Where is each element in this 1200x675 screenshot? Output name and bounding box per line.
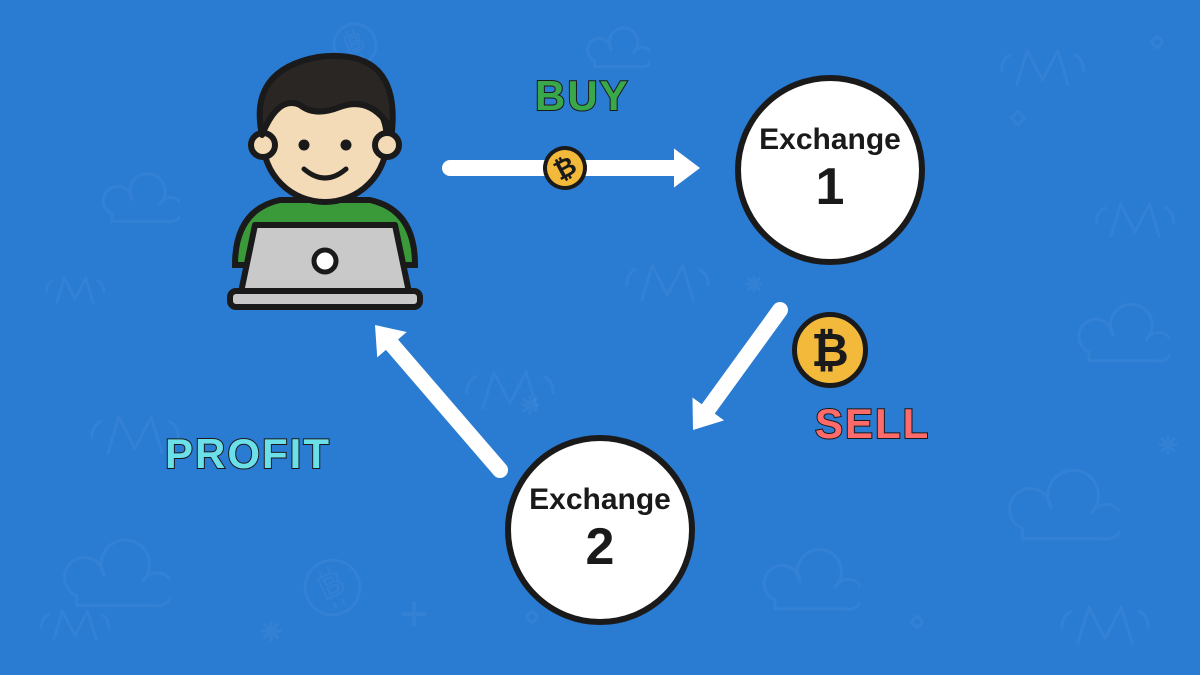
svg-text:B: B: [313, 564, 349, 607]
background-doodle: [100, 170, 180, 255]
buy-label: BUY: [535, 72, 630, 120]
background-doodle: B: [300, 555, 365, 625]
background-doodle: [400, 600, 428, 633]
background-doodle: [260, 620, 282, 647]
bitcoin-icon: ₿: [811, 323, 849, 377]
buy-coin: ₿: [535, 138, 595, 198]
exchange-1-node-label: Exchange: [759, 123, 901, 157]
background-doodle: [1010, 110, 1026, 131]
profit-label: PROFIT: [165, 430, 331, 478]
sell-arrow: [708, 310, 780, 409]
background-doodle: [60, 535, 170, 650]
background-doodle: [1075, 300, 1170, 400]
background-doodle: [760, 545, 860, 650]
sell-label: SELL: [815, 400, 930, 448]
background-doodle: [910, 615, 924, 634]
profit-arrow: [392, 345, 500, 470]
background-doodle: [1060, 580, 1150, 675]
diagram-stage: B B: [0, 0, 1200, 675]
background-doodle: [1005, 465, 1120, 585]
sell-coin: ₿: [792, 312, 868, 388]
background-doodle: [1000, 25, 1085, 115]
trader-illustration: [200, 35, 450, 310]
background-doodle: [465, 345, 555, 440]
bitcoin-icon: ₿: [548, 149, 581, 186]
background-doodle: [525, 610, 539, 629]
background-doodle: [520, 395, 540, 420]
background-doodle: [1095, 180, 1175, 265]
background-doodle: [40, 590, 110, 665]
exchange-1-node: Exchange1: [735, 75, 925, 265]
exchange-2-node-number: 2: [586, 517, 615, 577]
exchange-2-node-label: Exchange: [529, 483, 671, 517]
background-doodle: [745, 275, 763, 298]
background-doodle: [1158, 435, 1178, 460]
exchange-1-node-number: 1: [816, 157, 845, 217]
background-doodle: [45, 260, 105, 325]
background-doodle: [625, 240, 710, 330]
exchange-2-node: Exchange2: [505, 435, 695, 625]
background-doodle: [1150, 35, 1164, 54]
